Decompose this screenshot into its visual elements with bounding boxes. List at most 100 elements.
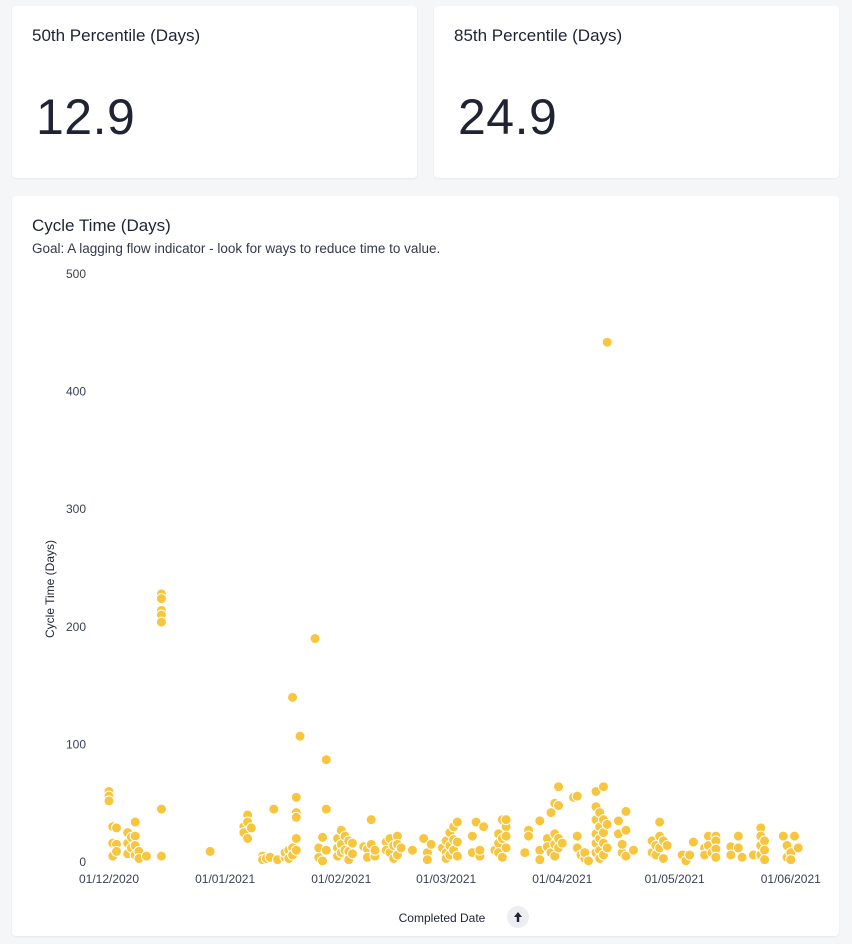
data-point[interactable]: [406, 844, 418, 856]
data-point[interactable]: [759, 844, 771, 856]
data-point[interactable]: [500, 842, 512, 854]
data-point[interactable]: [571, 790, 583, 802]
data-point[interactable]: [110, 822, 122, 834]
y-tick-label: 500: [66, 267, 86, 281]
data-point[interactable]: [657, 852, 669, 864]
data-point[interactable]: [654, 816, 666, 828]
data-point[interactable]: [155, 616, 167, 628]
data-point[interactable]: [395, 842, 407, 854]
data-point[interactable]: [597, 781, 609, 793]
data-point[interactable]: [627, 844, 639, 856]
data-point[interactable]: [425, 838, 437, 850]
data-point[interactable]: [534, 854, 546, 866]
data-point[interactable]: [612, 815, 624, 827]
data-point[interactable]: [110, 845, 122, 857]
data-point[interactable]: [294, 730, 306, 742]
data-point[interactable]: [620, 805, 632, 817]
kpi-title: 50th Percentile (Days): [32, 26, 201, 45]
data-point[interactable]: [601, 336, 613, 348]
data-point[interactable]: [140, 850, 152, 862]
data-point[interactable]: [519, 847, 531, 859]
data-point[interactable]: [317, 855, 329, 867]
data-point[interactable]: [710, 851, 722, 863]
data-point[interactable]: [290, 791, 302, 803]
data-point[interactable]: [661, 840, 673, 852]
data-point[interactable]: [582, 855, 594, 867]
data-point[interactable]: [725, 849, 737, 861]
y-axis: 0 100 200 300 400 500: [66, 267, 86, 869]
data-point[interactable]: [553, 800, 565, 812]
data-point[interactable]: [792, 842, 804, 854]
data-point[interactable]: [684, 849, 696, 861]
y-tick-label: 200: [66, 620, 86, 634]
data-point[interactable]: [451, 836, 463, 848]
data-point[interactable]: [496, 851, 508, 863]
data-point[interactable]: [421, 854, 433, 866]
data-point[interactable]: [553, 781, 565, 793]
data-point[interactable]: [317, 831, 329, 843]
data-point[interactable]: [369, 844, 381, 856]
data-point[interactable]: [687, 836, 699, 848]
sort-button[interactable]: [507, 906, 529, 928]
data-point[interactable]: [287, 691, 299, 703]
data-point[interactable]: [736, 851, 748, 863]
data-point[interactable]: [616, 838, 628, 850]
data-point[interactable]: [789, 830, 801, 842]
data-point[interactable]: [245, 822, 257, 834]
arrow-up-icon: [514, 912, 522, 922]
data-point[interactable]: [474, 844, 486, 856]
data-point[interactable]: [346, 837, 358, 849]
data-point[interactable]: [155, 850, 167, 862]
data-point[interactable]: [777, 830, 789, 842]
data-point[interactable]: [290, 811, 302, 823]
data-point[interactable]: [478, 821, 490, 833]
data-point[interactable]: [556, 837, 568, 849]
data-point[interactable]: [103, 795, 115, 807]
data-point[interactable]: [523, 830, 535, 842]
data-point[interactable]: [268, 803, 280, 815]
chart-subtitle: Goal: A lagging flow indicator - look fo…: [32, 241, 441, 256]
data-point[interactable]: [155, 593, 167, 605]
kpi-card-p50: 50th Percentile (Days) 12.9: [12, 6, 417, 178]
data-point[interactable]: [571, 830, 583, 842]
data-point[interactable]: [451, 816, 463, 828]
data-point[interactable]: [785, 854, 797, 866]
data-point[interactable]: [290, 832, 302, 844]
data-points[interactable]: [103, 336, 804, 867]
x-axis: 01/12/2020 01/01/2021 01/02/2021 01/03/2021…: [79, 872, 821, 886]
data-point[interactable]: [620, 824, 632, 836]
data-point[interactable]: [346, 848, 358, 860]
data-point[interactable]: [601, 818, 613, 830]
data-point[interactable]: [500, 814, 512, 826]
data-point[interactable]: [155, 803, 167, 815]
data-point[interactable]: [418, 832, 430, 844]
kpi-value: 24.9: [458, 89, 558, 145]
data-point[interactable]: [204, 845, 216, 857]
data-point[interactable]: [500, 830, 512, 842]
data-point[interactable]: [242, 832, 254, 844]
data-point[interactable]: [309, 633, 321, 645]
data-point[interactable]: [601, 842, 613, 854]
data-point[interactable]: [365, 814, 377, 826]
data-point[interactable]: [545, 807, 557, 819]
data-point[interactable]: [620, 850, 632, 862]
data-point[interactable]: [129, 830, 141, 842]
data-point[interactable]: [466, 830, 478, 842]
data-point[interactable]: [129, 816, 141, 828]
kpi-card-p85: 85th Percentile (Days) 24.9: [434, 6, 839, 178]
data-point[interactable]: [759, 835, 771, 847]
data-point[interactable]: [732, 842, 744, 854]
data-point[interactable]: [759, 854, 771, 866]
data-point[interactable]: [290, 844, 302, 856]
y-tick-label: 400: [66, 385, 86, 399]
x-tick-label: 01/05/2021: [645, 872, 705, 886]
data-point[interactable]: [320, 754, 332, 766]
data-point[interactable]: [320, 844, 332, 856]
data-point[interactable]: [320, 803, 332, 815]
data-point[interactable]: [451, 850, 463, 862]
data-point[interactable]: [534, 815, 546, 827]
y-tick-label: 300: [66, 502, 86, 516]
x-tick-label: 01/02/2021: [311, 872, 371, 886]
data-point[interactable]: [732, 830, 744, 842]
